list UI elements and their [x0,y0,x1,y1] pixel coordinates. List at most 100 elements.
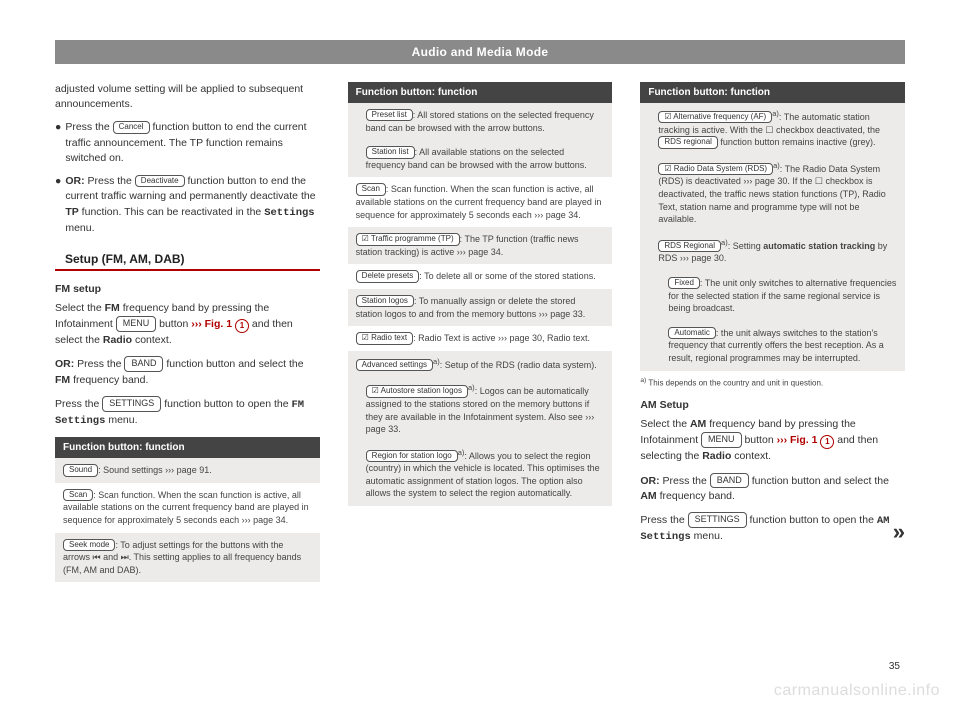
txt: frequency band. [657,490,735,502]
txt: Press the [660,475,710,487]
rds-regional-inline-btn: RDS regional [658,136,718,148]
circled-1: 1 [820,435,834,449]
fn-rdsreg: RDS Regionala): Setting automatic statio… [640,232,905,271]
txt: : Scan function. When the scan function … [63,490,309,525]
txt: function button and select the [163,358,303,370]
fn-delete: Delete presets: To delete all or some of… [348,264,613,289]
txt: menu. [65,222,94,234]
txt: frequency band. [70,374,148,386]
txt: context. [731,450,771,462]
fn-fixed: Fixed: The unit only switches to alterna… [640,271,905,321]
or-label: OR: [640,475,659,487]
txt: button [156,318,191,330]
region-btn: Region for station logo [366,450,458,462]
fn-head-3: Function button: function [640,82,905,103]
txt: Press the [65,121,112,133]
sup-a: a) [773,161,780,170]
auto-btn: Automatic [668,327,716,339]
footnote-a: a) This depends on the country and unit … [640,377,905,388]
delete-btn: Delete presets [356,270,420,282]
txt: button [742,434,777,446]
fn-autostore: ☑ Autostore station logosa): Logos can b… [348,377,613,441]
txt: Select the [640,418,690,430]
bullet-dot: ● [55,174,61,236]
txt: : Radio Text is active ››› page 30, Radi… [413,333,590,343]
fig-ref: ››› Fig. 1 [191,318,232,330]
bullet-1: ● Press the Cancel function button to en… [55,120,320,166]
fn-af: ☑ Alternative frequency (AF)a): The auto… [640,103,905,155]
txt: Press the [640,514,687,526]
fn-scan2: Scan: Scan function. When the scan funct… [348,177,613,227]
scan2-btn: Scan [356,183,386,195]
settings-button-label: SETTINGS [102,396,161,412]
txt: Press the [74,358,124,370]
fm-bold: FM [105,302,120,314]
page-number: 35 [889,661,900,672]
fn-rds: ☑ Radio Data System (RDS)a): The Radio D… [640,155,905,232]
txt: : To delete all or some of the stored st… [419,271,595,281]
radiotext-btn: ☑ Radio text [356,332,413,344]
fn-head-2: Function button: function [348,82,613,103]
fn-stationlist: Station list: All available stations on … [348,140,613,177]
fn-head-1: Function button: function [55,437,320,458]
bullet-1-text: Press the Cancel function button to end … [65,120,319,166]
fm-setup-head: FM setup [55,283,320,295]
txt: : Setting [728,241,764,251]
am-bold: AM [640,490,656,502]
txt: : The unit only switches to alternative … [668,278,896,313]
section-setup: Setup (FM, AM, DAB) [55,250,320,271]
menu-button-label: MENU [116,316,157,332]
circled-1: 1 [235,319,249,333]
radio-bold: Radio [103,334,132,346]
fn-scan: Scan: Scan function. When the scan funct… [55,483,320,533]
bullet-2-text: OR: Press the Deactivate function button… [65,174,319,236]
tp-btn: ☑ Traffic programme (TP) [356,233,460,245]
sound-btn: Sound [63,464,98,476]
fm-bold: FM [55,374,70,386]
fm-p3: Press the SETTINGS function button to op… [55,396,320,429]
or-label: OR: [55,358,74,370]
band-button-label: BAND [124,356,163,372]
am-p1: Select the AM frequency band by pressing… [640,417,905,464]
radio-bold: Radio [702,450,731,462]
auto-track-bold: automatic station tracking [763,241,875,251]
bullet-dot: ● [55,120,61,166]
logos-btn: Station logos [356,295,414,307]
stationlist-btn: Station list [366,146,415,158]
columns-wrap: adjusted volume setting will be applied … [55,82,905,582]
txt: : Sound settings ››› page 91. [98,465,212,475]
txt: function. This can be reactivated in the [79,206,264,218]
footnote-text: This depends on the country and unit in … [648,378,823,387]
preset-btn: Preset list [366,109,413,121]
page-container: Audio and Media Mode adjusted volume set… [0,0,960,592]
adv-btn: Advanced settings [356,359,433,371]
fn-tp: ☑ Traffic programme (TP): The TP functio… [348,227,613,264]
fn-preset: Preset list: All stored stations on the … [348,103,613,140]
or-label: OR: [65,175,84,187]
txt: function button to open the [161,398,291,410]
fn-adv: Advanced settingsa): Setup of the RDS (r… [348,351,613,378]
af-btn: ☑ Alternative frequency (AF) [658,111,772,123]
seek-btn: Seek mode [63,539,115,551]
fm-p2: OR: Press the BAND function button and s… [55,356,320,387]
settings-button-label: SETTINGS [688,512,747,528]
txt: function button and select the [749,475,889,487]
fn-region: Region for station logoa): Allows you to… [348,442,613,506]
menu-button-label: MENU [701,432,742,448]
scan-btn: Scan [63,489,93,501]
autostore-btn: ☑ Autostore station logos [366,385,468,397]
page-header: Audio and Media Mode [55,40,905,64]
txt: : Scan function. When the scan function … [356,184,602,219]
fn-radiotext: ☑ Radio text: Radio Text is active ››› p… [348,326,613,351]
deactivate-button-label: Deactivate [135,175,185,187]
settings-mono: Settings [264,207,314,219]
txt: Select the [55,302,105,314]
sup-a: a) [468,383,475,392]
am-bold: AM [690,418,706,430]
column-2: Function button: function Preset list: A… [348,82,613,582]
watermark: carmanualsonline.info [774,682,940,700]
sup-a: a) [772,109,779,118]
rdsreg-btn: RDS Regional [658,240,721,252]
txt: function button remains inactive (grey). [718,137,876,147]
fixed-btn: Fixed [668,277,700,289]
